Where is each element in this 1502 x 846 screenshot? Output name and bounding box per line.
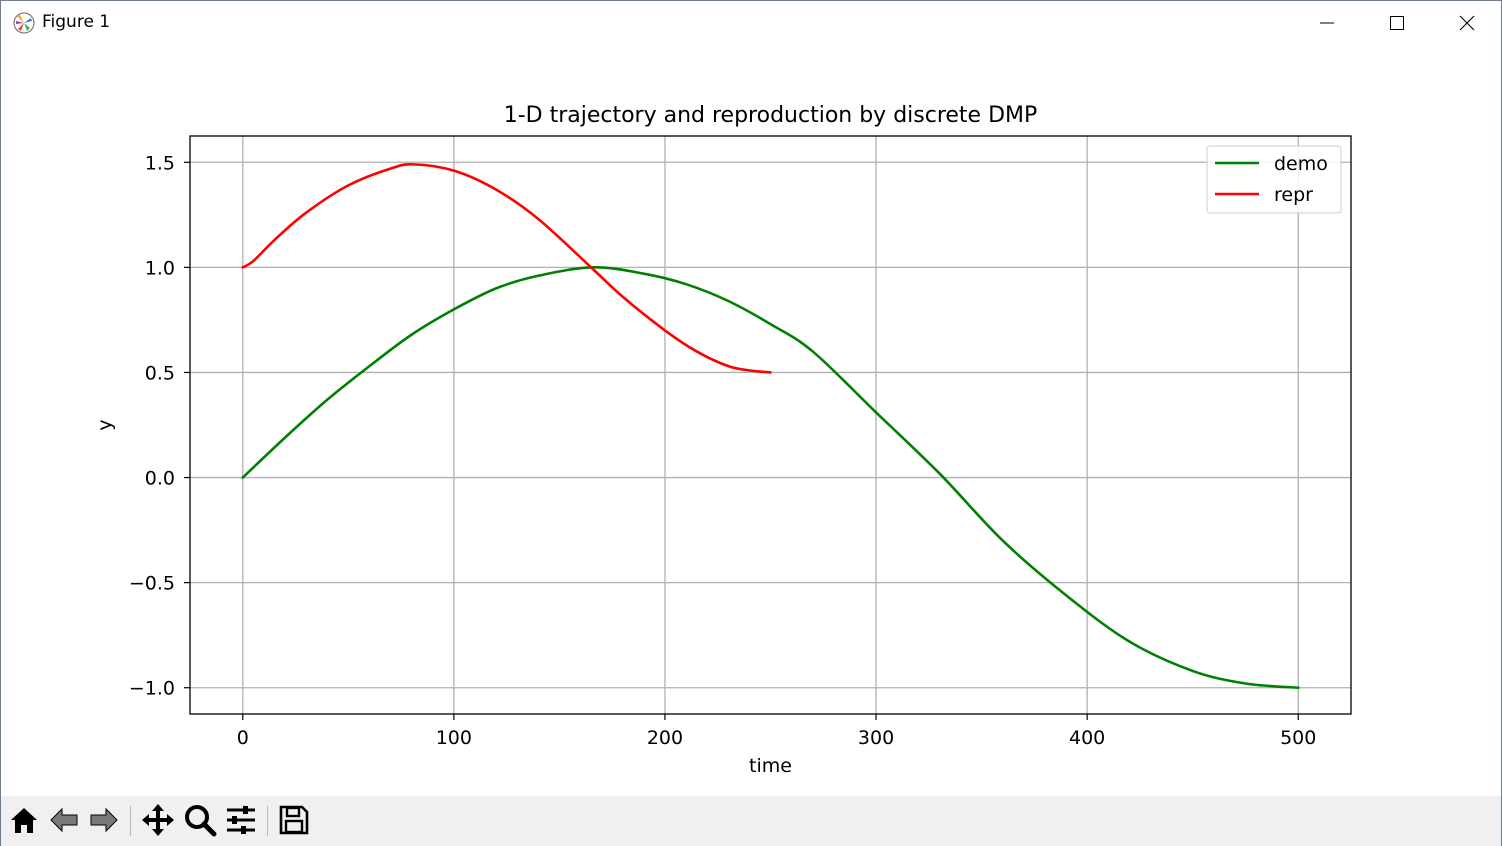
y-axis-label: y: [94, 419, 116, 430]
window-title: Figure 1: [42, 12, 111, 32]
maximize-icon: [1389, 15, 1405, 31]
navigation-toolbar: [1, 796, 1501, 846]
pan-button[interactable]: [140, 804, 176, 840]
minimize-icon: [1319, 15, 1335, 31]
forward-button[interactable]: [86, 804, 122, 840]
maximize-button[interactable]: [1364, 1, 1430, 45]
ticks: 0 100 200 300 400 500 1.5 1.0 0.5 0.0 −0.5 −1.0: [129, 152, 1317, 749]
close-icon: [1459, 15, 1475, 31]
home-button[interactable]: [6, 804, 42, 840]
back-icon: [48, 804, 80, 840]
close-button[interactable]: [1434, 1, 1500, 45]
pan-icon: [141, 803, 175, 841]
legend-demo-label: demo: [1274, 153, 1328, 175]
configure-subplots-icon: [224, 803, 258, 841]
x-axis-label: time: [749, 755, 792, 777]
y-tick-label: −1.0: [129, 678, 175, 700]
axes-frame: [189, 135, 1352, 715]
zoom-icon: [183, 803, 217, 841]
x-tick-label: 100: [436, 727, 472, 749]
y-tick-label: −0.5: [129, 573, 175, 595]
forward-icon: [88, 804, 120, 840]
legend-repr-label: repr: [1274, 184, 1313, 206]
toolbar-separator: [267, 806, 268, 836]
y-tick-label: 0.5: [145, 362, 175, 384]
minimize-button[interactable]: [1294, 1, 1360, 45]
y-tick-label: 1.5: [145, 152, 175, 174]
x-tick-label: 0: [237, 727, 249, 749]
chart-title: 1-D trajectory and reproduction by discr…: [504, 103, 1038, 128]
grid-lines: [190, 136, 1351, 714]
home-icon: [8, 804, 40, 840]
series-line-repr: [241, 163, 772, 374]
x-tick-label: 500: [1280, 727, 1316, 749]
toolbar-separator: [130, 806, 131, 836]
series-lines: [241, 163, 1300, 690]
figure-canvas[interactable]: 0 100 200 300 400 500 1.5 1.0 0.5 0.0 −0.5 −1.0 1-D…: [1, 45, 1501, 796]
y-tick-label: 0.0: [145, 468, 175, 490]
matplotlib-logo-icon: [13, 12, 35, 34]
zoom-button[interactable]: [182, 804, 218, 840]
y-tick-label: 1.0: [145, 257, 175, 279]
x-tick-label: 200: [647, 727, 683, 749]
back-button[interactable]: [46, 804, 82, 840]
save-icon: [278, 804, 310, 840]
plot-svg: 0 100 200 300 400 500 1.5 1.0 0.5 0.0 −0.5 −1.0 1-D…: [94, 103, 1352, 777]
save-button[interactable]: [276, 804, 312, 840]
configure-subplots-button[interactable]: [223, 804, 259, 840]
x-tick-label: 400: [1069, 727, 1105, 749]
title-bar[interactable]: Figure 1: [1, 1, 1501, 45]
x-tick-label: 300: [858, 727, 894, 749]
legend: demo repr: [1206, 145, 1342, 214]
series-line-demo: [241, 266, 1300, 690]
